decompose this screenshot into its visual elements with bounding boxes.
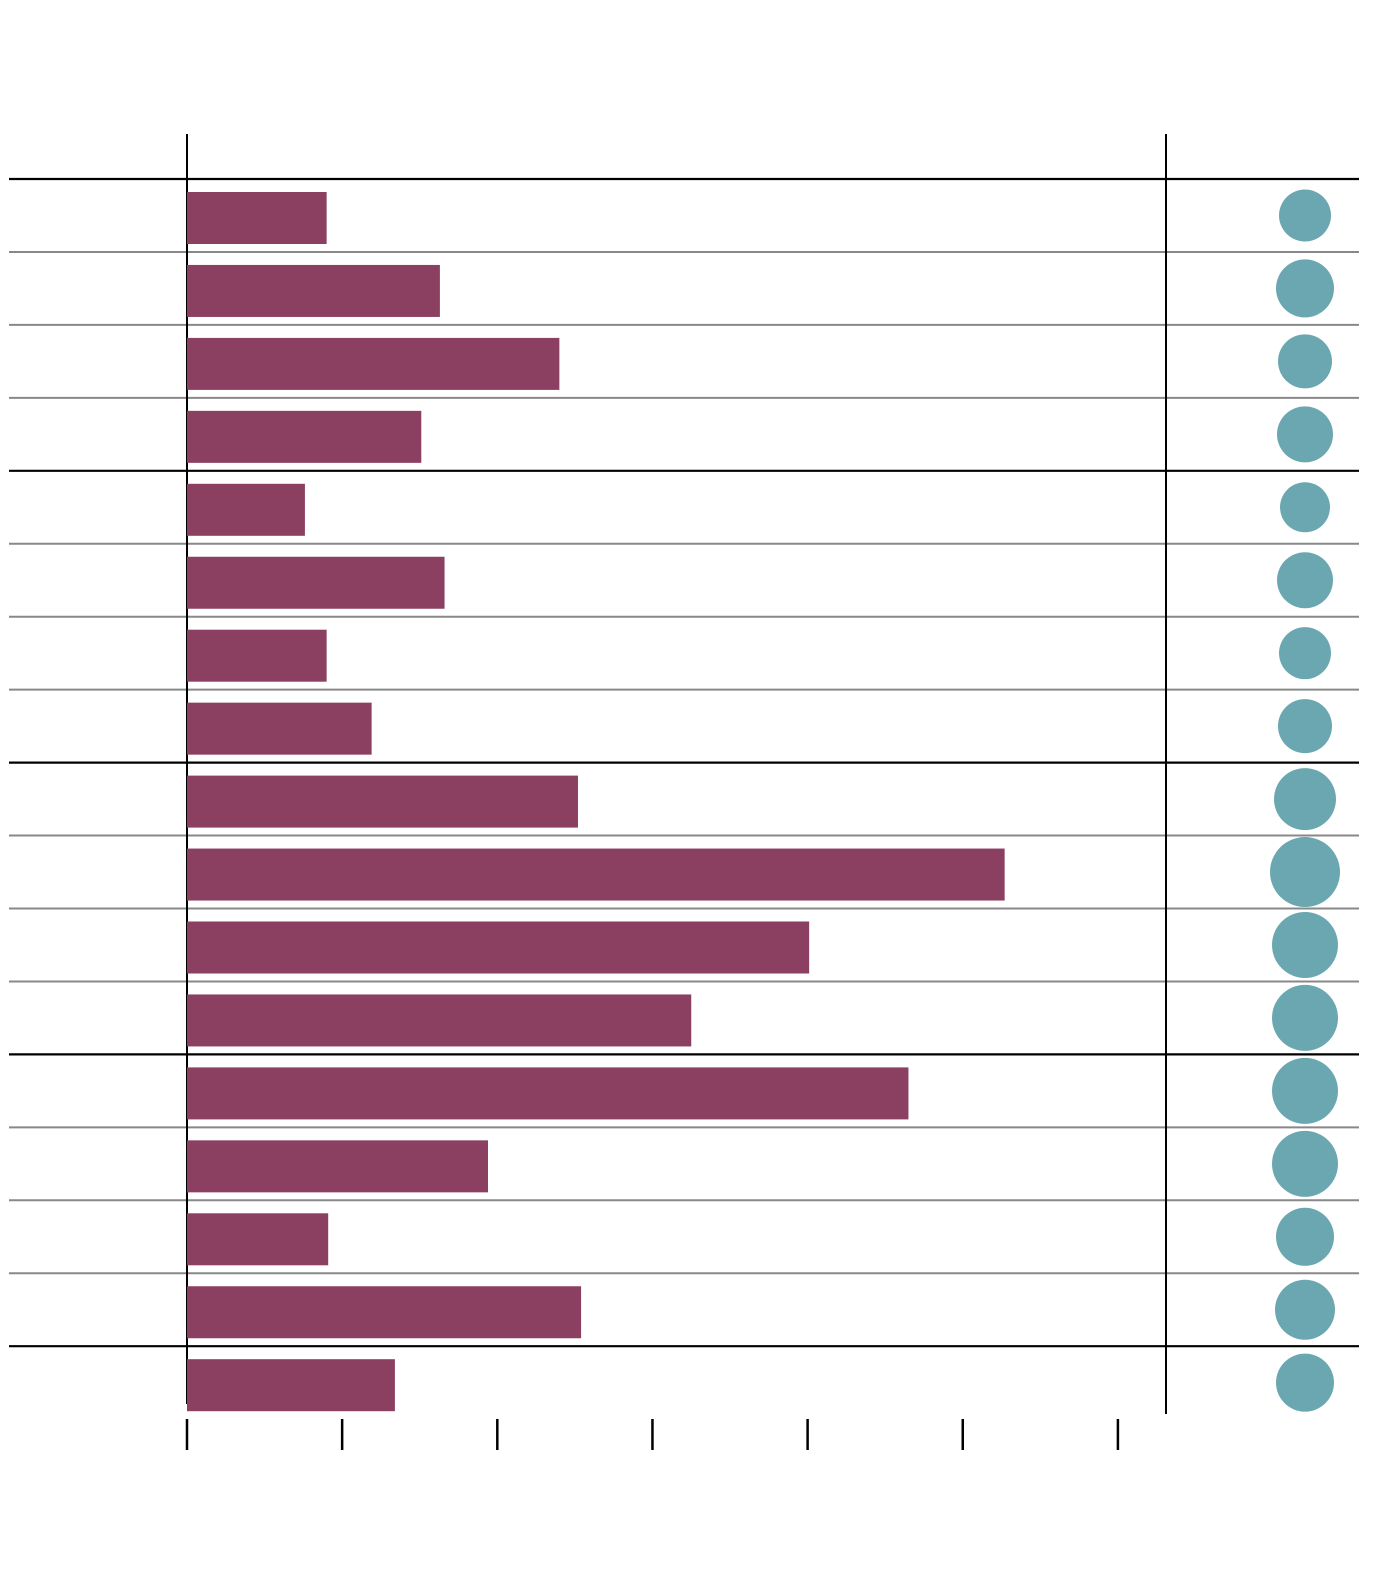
bar <box>187 556 445 609</box>
size-dot <box>1279 189 1331 242</box>
size-dot <box>1278 334 1332 389</box>
size-dot <box>1275 1279 1335 1340</box>
bar <box>187 1213 329 1266</box>
bar <box>187 629 327 682</box>
bar <box>187 192 327 244</box>
size-dot <box>1272 984 1338 1051</box>
bar <box>187 848 1005 901</box>
size-dot <box>1276 1207 1334 1266</box>
bar <box>187 1067 909 1120</box>
bar <box>187 264 440 317</box>
bar <box>187 775 578 828</box>
bar <box>187 337 560 390</box>
size-dot <box>1272 911 1338 978</box>
size-dot <box>1277 552 1333 609</box>
size-dot <box>1274 768 1336 831</box>
bar <box>187 1140 488 1193</box>
bar <box>187 702 372 755</box>
size-dot <box>1272 1057 1338 1124</box>
bar <box>187 1359 395 1412</box>
size-dot <box>1276 1353 1334 1412</box>
size-dot <box>1270 837 1340 908</box>
bar <box>187 921 810 974</box>
bar <box>187 1286 582 1339</box>
size-dot <box>1272 1130 1338 1197</box>
size-dot <box>1276 259 1334 318</box>
bar <box>187 483 305 536</box>
bar <box>187 410 422 463</box>
bar <box>187 994 692 1047</box>
size-dot <box>1278 699 1332 754</box>
size-dot <box>1277 406 1333 463</box>
size-dot <box>1280 482 1330 533</box>
size-dot <box>1279 627 1331 680</box>
